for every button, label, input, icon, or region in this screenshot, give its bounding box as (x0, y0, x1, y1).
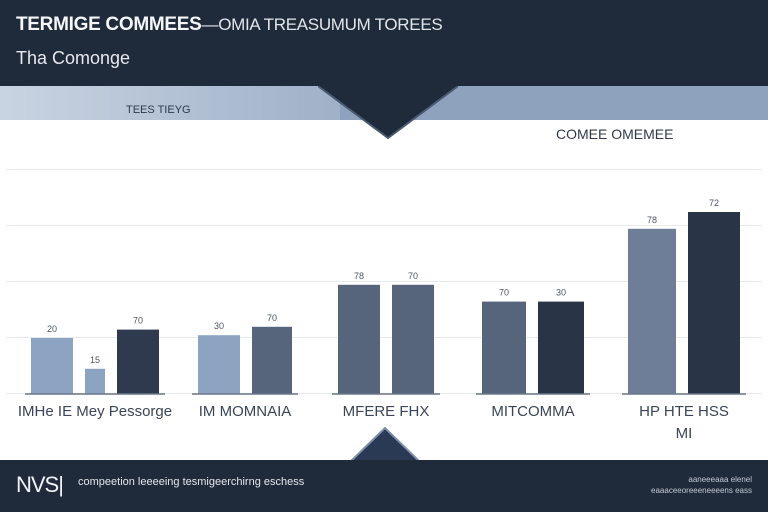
bar (85, 368, 105, 394)
header-banner (0, 0, 768, 86)
data-label: 72 (709, 198, 719, 208)
section-band-highlight (0, 86, 340, 120)
footer-logo: NVS| (16, 472, 64, 497)
title-main: TERMIGE COMMEES (16, 14, 202, 35)
bar (482, 301, 526, 394)
data-label: 15 (90, 355, 100, 365)
bar (628, 228, 676, 394)
data-label: 30 (214, 321, 224, 331)
category-label: IM MOMNAIA (199, 403, 292, 420)
section-band-label: TEES TIEYG (126, 104, 191, 116)
data-label: 78 (354, 271, 364, 281)
title-rest: —OMIA TREASUMUM TOREES (201, 15, 443, 34)
bar (117, 329, 159, 394)
bar (338, 284, 380, 394)
footer-meta-line2: eaaaceeoreeeneeeens eass (651, 486, 752, 495)
page-subtitle: Tha Comonge (16, 48, 131, 68)
footer-meta-line1: aaneeeaaa elenel (688, 475, 752, 484)
category-label: MITCOMMA (491, 403, 574, 420)
bar (31, 338, 73, 394)
bar-chart: 20 15 70 IMHe IE Mey Pessorge 30 70 IM MOMNAIA… (6, 169, 762, 442)
chevron-down-icon (318, 86, 458, 140)
data-label: 70 (267, 313, 277, 323)
chevron-up-icon (350, 426, 420, 462)
footer-bar (0, 460, 768, 512)
bar (198, 335, 240, 394)
category-label: MFERE FHX (343, 403, 430, 420)
data-label: 78 (647, 215, 657, 225)
page-title: TERMIGE COMMEES—OMIA TREASUMUM TOREES (16, 14, 443, 36)
category-label: IMHe IE Mey Pessorge (18, 403, 172, 420)
data-label: 20 (47, 324, 57, 334)
category-label: HP HTE HSS (639, 403, 729, 420)
footer-text: compeetion leeeeing tesmigeerchirng esch… (78, 476, 305, 488)
data-label: 70 (499, 288, 509, 298)
footer-meta: aaneeeaaa elenel eaaaceeoreeeneeeens eas… (651, 474, 752, 496)
category-label: MI (676, 425, 693, 442)
legend-label: COMEE OMEMEE (556, 126, 674, 142)
bar (688, 212, 740, 394)
bar (392, 284, 434, 394)
bar (538, 301, 584, 394)
data-label: 30 (556, 288, 566, 298)
data-label: 70 (408, 271, 418, 281)
data-label: 70 (133, 316, 143, 326)
bar (252, 326, 292, 394)
